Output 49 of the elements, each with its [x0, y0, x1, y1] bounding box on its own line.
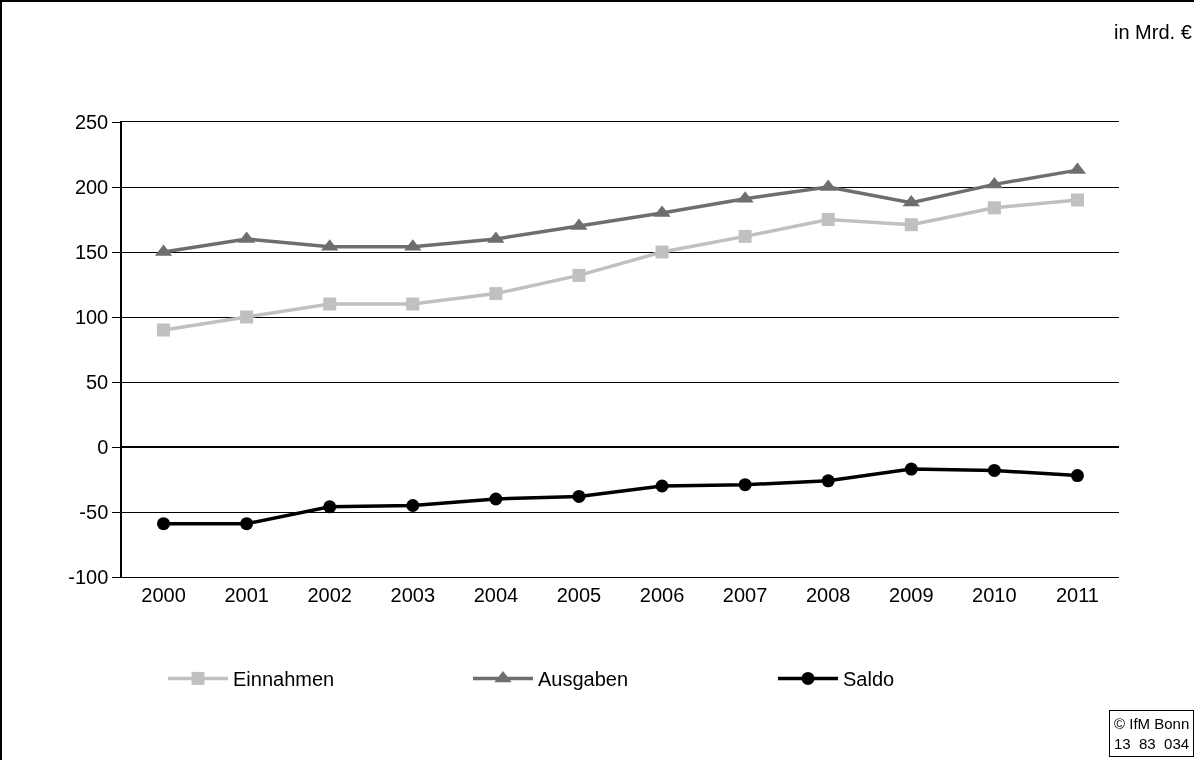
y-tick-label: 0	[97, 436, 109, 458]
x-tick-label: 2004	[473, 584, 519, 606]
y-tick-label: -100	[68, 566, 109, 588]
legend-label: Saldo	[843, 668, 895, 691]
point	[406, 297, 420, 311]
x-tick-label: 2007	[722, 584, 768, 606]
x-tick-label: 2001	[224, 584, 269, 606]
point	[904, 462, 918, 476]
x-tick-label: 2008	[805, 584, 851, 606]
y-tick-label: 250	[74, 111, 109, 133]
point	[240, 517, 254, 531]
point	[157, 517, 171, 531]
point	[987, 463, 1001, 477]
y-tick-label: -50	[79, 501, 109, 523]
point	[904, 218, 918, 232]
point	[572, 489, 586, 503]
x-tick-label: 2009	[889, 584, 934, 606]
point	[987, 201, 1001, 215]
point	[240, 310, 254, 324]
point	[572, 268, 586, 282]
point	[323, 500, 337, 514]
legend-label: Einnahmen	[233, 668, 335, 691]
text: in Mrd. €	[1114, 21, 1192, 43]
point	[655, 479, 669, 493]
x-tick-label: 2011	[1055, 584, 1099, 606]
y-tick-label: 200	[74, 176, 109, 198]
x-tick-label: 2010	[972, 584, 1017, 606]
x-tick-label: 2005	[556, 584, 602, 606]
point	[1070, 469, 1084, 483]
x-tick-label: 2006	[639, 584, 685, 606]
y-tick-label: 150	[74, 241, 109, 263]
text: © IfM Bonn 13 83 034	[1114, 715, 1190, 752]
point	[489, 492, 503, 506]
point	[738, 229, 752, 243]
point	[655, 245, 669, 259]
point	[157, 323, 171, 337]
x-tick-label: 2002	[307, 584, 352, 606]
y-tick-label: 50	[86, 371, 109, 393]
point	[323, 297, 337, 311]
legend-label: Ausgaben	[538, 668, 629, 691]
x-tick-label: 2000	[141, 584, 186, 606]
point	[406, 499, 420, 512]
point	[489, 287, 503, 301]
y-tick-label: 100	[74, 306, 109, 328]
point	[821, 474, 835, 488]
point	[1070, 193, 1084, 207]
point	[738, 478, 752, 492]
x-tick-label: 2003	[390, 584, 436, 606]
point	[821, 213, 835, 226]
